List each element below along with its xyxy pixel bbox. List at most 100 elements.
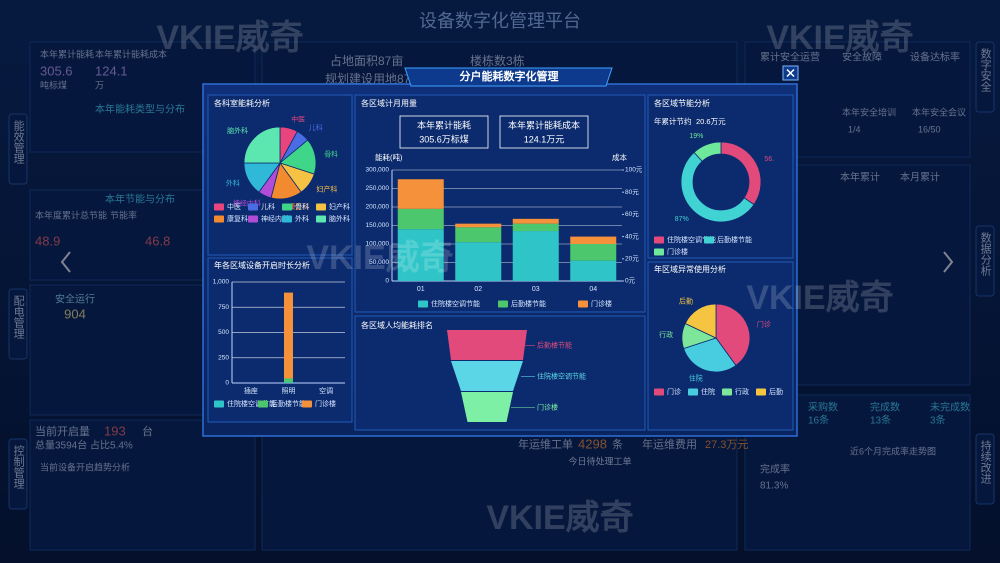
- bar-segment: [570, 236, 617, 244]
- pie-slice: [715, 303, 751, 367]
- y2-tick-label: 80元: [625, 188, 639, 196]
- legend-swatch: [654, 388, 664, 396]
- legend-swatch: [316, 203, 326, 211]
- y-tick-label: 100,000: [366, 241, 390, 248]
- slice-label: 妇产科: [316, 184, 337, 193]
- y-tick-label: 200,000: [366, 204, 390, 211]
- legend-label: 行政: [735, 387, 749, 396]
- bar-segment: [397, 229, 444, 281]
- stat-label: 本年累计能耗成本: [508, 119, 580, 130]
- legend-swatch: [704, 236, 714, 244]
- slice-label: 87%: [675, 216, 689, 223]
- funnel-label: 门诊楼: [537, 402, 558, 411]
- legend-label: 门诊楼: [667, 247, 688, 256]
- bar-segment: [455, 242, 502, 281]
- y-tick-label: 300,000: [366, 167, 390, 174]
- legend-label: 后勤楼节能: [271, 399, 306, 408]
- stat-label: 本年累计能耗: [417, 119, 471, 130]
- slice-label: 56.: [764, 156, 774, 163]
- legend-label: 外科: [295, 214, 309, 223]
- y2-tick-label: 20元: [625, 255, 639, 263]
- panel-title: 年各区域设备开启时长分析: [214, 260, 310, 270]
- slice-label: 康复科: [288, 202, 309, 211]
- slice-label: 神经内科: [233, 199, 261, 208]
- legend-label: 妇产科: [329, 202, 350, 211]
- x-tick-label: 03: [532, 286, 540, 293]
- funnel-level: [461, 392, 513, 422]
- legend-label: 后勤: [769, 387, 783, 396]
- legend-label: 后勤楼节能: [511, 299, 546, 308]
- legend-label: 门诊: [667, 387, 681, 396]
- legend-swatch: [248, 203, 258, 211]
- bar-segment: [284, 382, 293, 383]
- watermark: VKIE威奇: [486, 499, 633, 537]
- modal-title: 分户能耗数字化管理: [460, 69, 559, 83]
- legend-swatch: [258, 400, 268, 408]
- legend-label: 门诊楼: [315, 399, 336, 408]
- legend-label: 脑外科: [329, 214, 350, 223]
- y-tick-label: 750: [218, 304, 229, 311]
- x-tick-label: 02: [474, 286, 482, 293]
- panel-title: 各区域计月用量: [361, 98, 417, 108]
- slice-label: 中医: [291, 114, 305, 123]
- legend-label: 住院楼空调节能: [227, 399, 276, 408]
- subtitle: 年累计节约: [654, 116, 692, 126]
- bar-segment: [512, 223, 559, 232]
- slice-label: 19%: [689, 133, 703, 140]
- slice-label: 门诊: [757, 320, 771, 329]
- pie-slice: [684, 303, 717, 339]
- x-tick-label: 04: [589, 286, 597, 293]
- y-axis-title: 能耗(吨): [375, 152, 403, 162]
- legend-label: 骨科: [295, 202, 309, 211]
- modal: 分户能耗数字化管理 各科室能耗分析中医儿科骨科妇产科康复科神经内科外科脑外科中医…: [202, 65, 799, 437]
- bar-segment: [570, 260, 617, 281]
- bar-segment: [512, 218, 559, 224]
- legend-label: 神经内科: [261, 214, 289, 223]
- y-tick-label: 250,000: [366, 185, 390, 192]
- legend-swatch: [688, 388, 698, 396]
- legend-swatch: [578, 300, 588, 308]
- subtitle-value: 20.6万元: [696, 117, 726, 126]
- panel-title: 各科室能耗分析: [214, 98, 270, 108]
- funnel-label: 后勤楼节能: [537, 340, 572, 349]
- close-icon[interactable]: [786, 68, 795, 78]
- y2-tick-label: 60元: [625, 210, 639, 218]
- legend-swatch: [282, 215, 292, 223]
- legend-label: 住院楼空调节能: [667, 235, 716, 244]
- legend-swatch: [282, 203, 292, 211]
- slice-label: 脑外科: [227, 126, 248, 135]
- y2-axis-title: 成本: [612, 152, 627, 162]
- pie-slice: [243, 126, 281, 164]
- legend-label: 住院楼空调节能: [431, 299, 480, 308]
- bar-segment: [570, 244, 617, 261]
- watermark: VKIE威奇: [746, 279, 893, 317]
- funnel-label: 住院楼空调节能: [537, 371, 586, 380]
- watermark: VKIE威奇: [156, 19, 303, 57]
- funnel-level: [447, 330, 527, 360]
- y2-tick-label: 0元: [625, 277, 636, 285]
- x-tick-label: 01: [417, 286, 425, 293]
- slice-label: 住院: [689, 374, 703, 383]
- bar-segment: [455, 227, 502, 243]
- y2-tick-label: 40元: [625, 232, 639, 240]
- slice-label: 外科: [226, 178, 240, 187]
- slice-label: 儿科: [309, 123, 323, 132]
- stat-value: 124.1万元: [524, 134, 565, 144]
- close-button[interactable]: [782, 65, 799, 81]
- bar-segment: [397, 179, 444, 209]
- watermark: VKIE威奇: [306, 239, 453, 277]
- x-tick-label: 照明: [282, 387, 296, 395]
- y-tick-label: 0: [385, 278, 389, 285]
- stat-box: [499, 115, 589, 149]
- legend-swatch: [654, 236, 664, 244]
- bar-segment: [284, 378, 293, 383]
- watermark: VKIE威奇: [766, 19, 913, 57]
- stat-box: [399, 115, 489, 149]
- legend-label: 康复科: [227, 214, 248, 223]
- legend-label: 后勤楼节能: [717, 235, 752, 244]
- y-tick-label: 150,000: [366, 222, 390, 229]
- panel-title: 各区域人均能耗排名: [361, 320, 433, 330]
- legend-swatch: [214, 215, 224, 223]
- y-tick-label: 1,000: [213, 279, 230, 286]
